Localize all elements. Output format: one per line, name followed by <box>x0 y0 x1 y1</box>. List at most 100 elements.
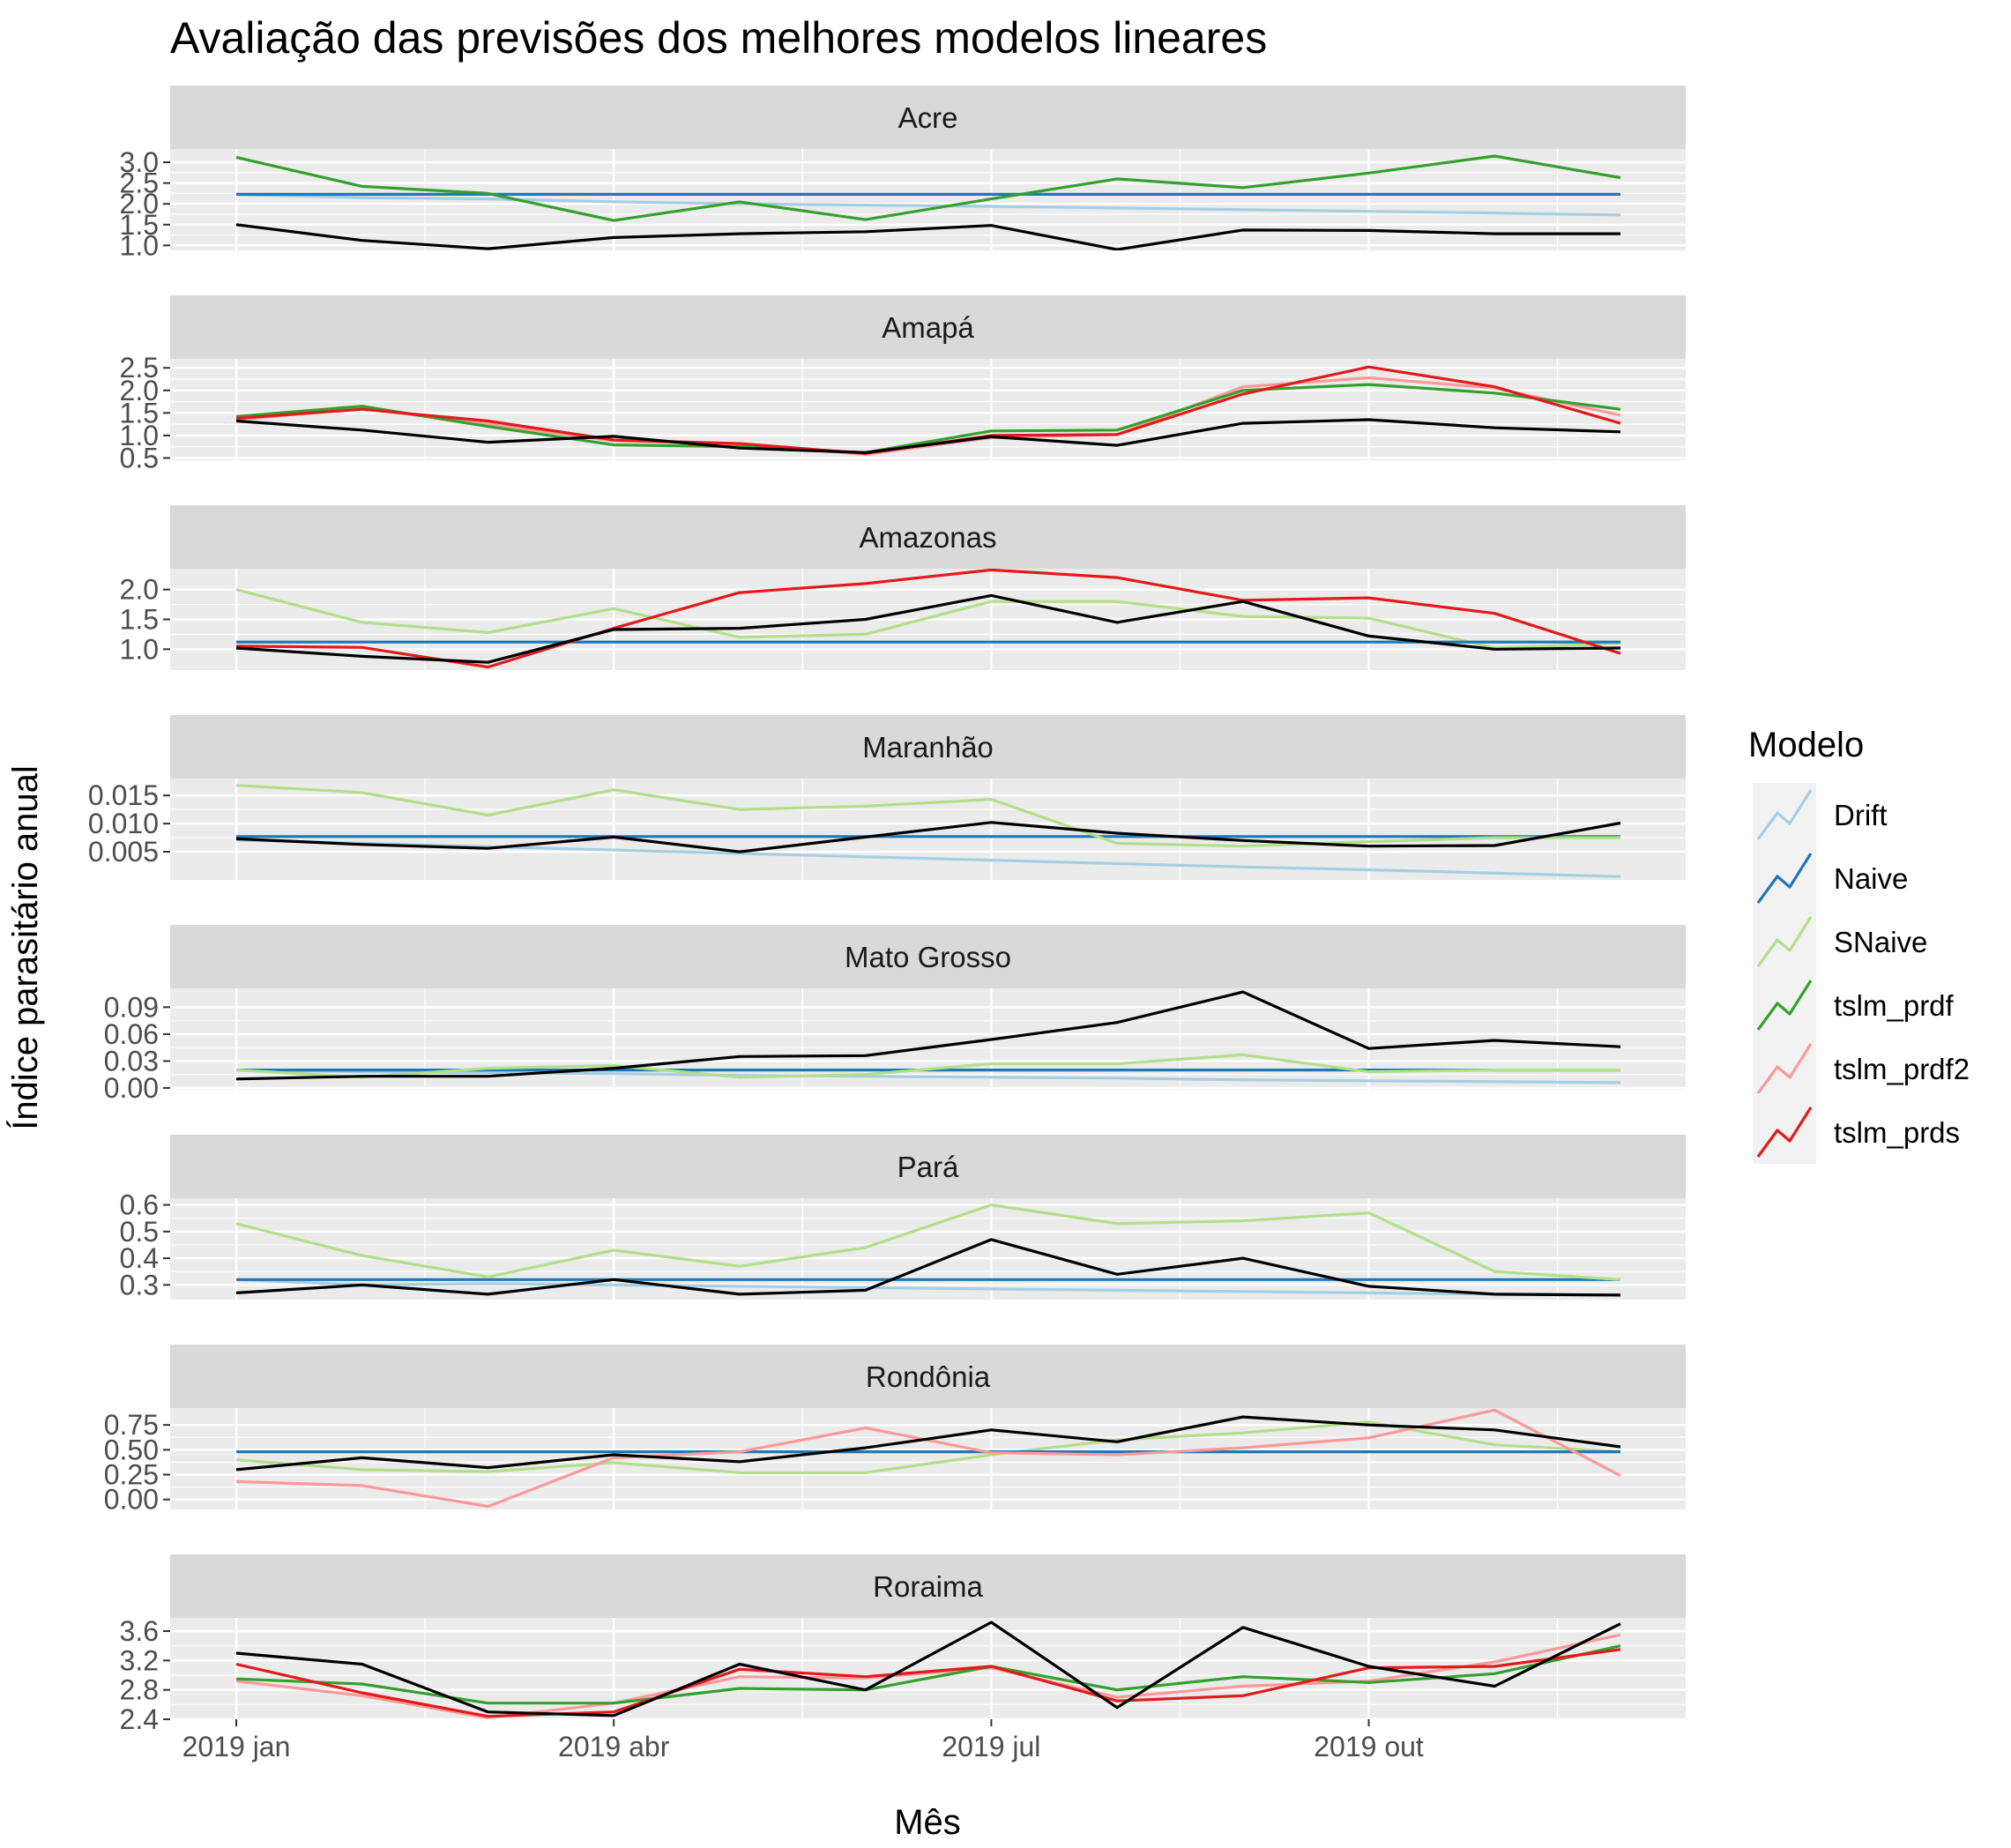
panel-acre-series-line-tslm-prdf <box>235 154 1621 222</box>
legend-key-line <box>1756 853 1813 904</box>
legend-key-background <box>1753 1037 1816 1100</box>
panel-para-strip-label: Pará <box>898 1151 959 1183</box>
panel-acre-strip-label: Acre <box>898 101 958 134</box>
legend-label: tslm_prdf2 <box>1834 1053 1970 1085</box>
y-tick-label: 0.010 <box>88 808 159 839</box>
panel-maranhao-series-line-snaive <box>235 784 1620 848</box>
panel-acre-grid <box>170 149 1686 250</box>
y-tick-label: 1.5 <box>120 397 159 428</box>
y-tick-label: 2.4 <box>120 1703 159 1735</box>
y-tick-label: 2.0 <box>120 188 159 220</box>
legend-label: SNaive <box>1834 926 1927 958</box>
panel-rondonia-strip <box>170 1345 1686 1408</box>
panel-para-series-line-snaive <box>235 1203 1621 1281</box>
y-tick-label: 0.5 <box>120 442 159 473</box>
panel-roraima-strip <box>170 1554 1686 1618</box>
legend-key-line <box>1756 980 1813 1031</box>
panel-maranhao-observed-line <box>235 821 1621 853</box>
y-tick-label: 0.00 <box>104 1072 159 1104</box>
panel-roraima-strip-label: Roraima <box>873 1570 983 1603</box>
panel-amazonas-series-line-tslm-prds <box>235 569 1621 669</box>
y-tick-label: 1.5 <box>120 209 159 241</box>
legend-key-background <box>1753 910 1816 973</box>
panel-mato-grosso-observed-line <box>235 990 1621 1081</box>
x-axis: 2019 jan 2019 abr 2019 jul 2019 out <box>182 1719 1424 1762</box>
panel-rondonia-series <box>235 1408 1621 1509</box>
y-tick-label: 0.03 <box>104 1045 159 1077</box>
x-tick-label: 2019 jul <box>942 1731 1040 1762</box>
legend-key-background <box>1753 973 1816 1037</box>
legend-key-line <box>1756 1107 1813 1158</box>
legend-item-tslm-prdf2: tslm_prdf2 <box>1753 1037 1970 1100</box>
x-tick-label: 2019 out <box>1314 1731 1424 1762</box>
legend-key-background <box>1753 783 1816 846</box>
panel-mato-grosso-strip-label: Mato Grosso <box>845 941 1011 973</box>
legend-key-line <box>1756 1043 1813 1094</box>
panel-amapa-strip-label: Amapá <box>882 311 974 344</box>
panel-amazonas-strip-label: Amazonas <box>860 521 997 554</box>
panel-rondonia: Rondônia 0.000.250.500.75 <box>104 1345 1686 1516</box>
panel-amapa-series-line-tslm-prdf <box>235 383 1621 454</box>
panel-para-background <box>170 1198 1686 1300</box>
panel-amapa: Amapá 0.51.01.52.02.5 <box>120 295 1686 473</box>
panel-para-series-line-drift <box>235 1278 1621 1297</box>
y-tick-label: 3.6 <box>120 1615 159 1647</box>
panel-para-strip <box>170 1135 1686 1198</box>
y-tick-label: 0.00 <box>104 1484 159 1516</box>
panel-amazonas-series-line-snaive <box>235 588 1621 650</box>
y-tick-label: 2.5 <box>120 352 159 384</box>
panel-para-observed-line <box>235 1238 1621 1297</box>
legend-label: tslm_prds <box>1834 1116 1960 1149</box>
panel-amazonas-series <box>235 569 1621 669</box>
panel-roraima-background <box>170 1618 1686 1719</box>
y-tick-label: 0.06 <box>104 1018 159 1050</box>
legend-key-background <box>1753 846 1816 910</box>
panel-mato-grosso-series-line-drift <box>235 1069 1621 1084</box>
panel-amazonas-strip <box>170 505 1686 569</box>
legend-item-snaive: SNaive <box>1753 910 1927 973</box>
y-tick-label: 3.2 <box>120 1644 159 1676</box>
panel-roraima-series-line-tslm-prdf <box>235 1644 1621 1705</box>
y-tick-label: 0.4 <box>120 1242 159 1274</box>
legend: Modelo Drift Naive SNaive tslm_prdf tslm_prd… <box>1748 726 1970 1164</box>
legend-key-background <box>1753 1100 1816 1164</box>
y-tick-label: 3.0 <box>120 146 159 178</box>
y-tick-label: 0.5 <box>120 1216 159 1248</box>
panel-amapa-series <box>235 365 1621 457</box>
panel-acre-strip <box>170 86 1686 149</box>
panel-rondonia-strip-label: Rondônia <box>866 1360 991 1393</box>
legend-item-tslm-prds: tslm_prds <box>1753 1100 1960 1164</box>
y-axis-title: Índice parasitário anual <box>5 765 45 1130</box>
panel-roraima-series <box>235 1621 1621 1719</box>
panel-rondonia-series-line-tslm-prdf2 <box>235 1408 1621 1509</box>
legend-label: Drift <box>1834 799 1888 831</box>
panel-rondonia-grid <box>170 1408 1686 1509</box>
panel-acre: Acre 1.01.52.02.53.0 <box>120 86 1686 261</box>
panel-mato-grosso-strip <box>170 925 1686 988</box>
chart-title: Avaliação das previsões dos melhores mod… <box>170 13 1267 63</box>
panel-maranhao-strip-label: Maranhão <box>862 731 994 764</box>
panel-para-series <box>235 1203 1621 1297</box>
panel-para: Pará 0.30.40.50.6 <box>120 1135 1686 1300</box>
panel-mato-grosso-series-line-snaive <box>235 1053 1620 1079</box>
panel-maranhao-strip <box>170 715 1686 779</box>
panel-roraima-observed-line <box>235 1621 1621 1718</box>
legend-label: tslm_prdf <box>1834 989 1955 1022</box>
legend-title: Modelo <box>1748 726 1864 764</box>
y-tick-label: 0.6 <box>120 1189 159 1221</box>
panel-roraima-series-line-tslm-prdf2 <box>235 1633 1621 1719</box>
legend-item-drift: Drift <box>1753 783 1888 846</box>
panel-amazonas: Amazonas 1.01.52.0 <box>120 505 1686 670</box>
y-tick-label: 0.3 <box>120 1269 159 1300</box>
x-tick-label: 2019 jan <box>182 1731 291 1762</box>
y-tick-label: 2.0 <box>120 375 159 406</box>
panel-amapa-observed-line <box>235 418 1621 454</box>
panel-acre-series-line-drift <box>235 193 1621 217</box>
y-tick-label: 2.8 <box>120 1674 159 1706</box>
panel-amazonas-observed-line <box>235 593 1621 664</box>
y-tick-label: 1.0 <box>120 229 159 261</box>
panel-acre-observed-line <box>235 223 1620 250</box>
y-tick-label: 1.0 <box>120 633 159 665</box>
